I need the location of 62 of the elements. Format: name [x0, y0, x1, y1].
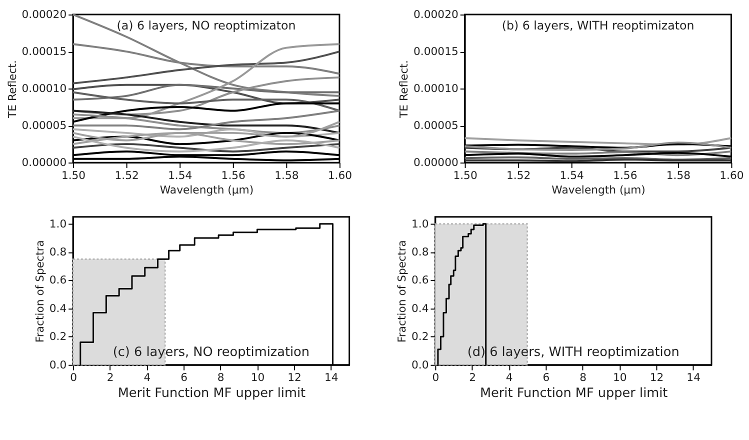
y-axis-title: TE Reflect.: [6, 60, 19, 119]
x-tick-label: 14: [686, 371, 701, 384]
x-tick-label: 6: [180, 371, 188, 384]
x-axis-title: Merit Function MF upper limit: [480, 386, 668, 401]
x-tick-label: 1.58: [666, 168, 691, 182]
y-tick-label: 0.2: [49, 330, 67, 344]
y-tick-label: 0.00005: [22, 119, 67, 132]
x-tick-label: 1.54: [168, 168, 192, 182]
x-tick-label: 12: [288, 371, 302, 384]
x-tick-label: 1.60: [328, 168, 352, 182]
annotation: (a) 6 layers, NO reoptimizaton: [116, 18, 296, 32]
x-tick-label: 1.50: [61, 168, 86, 182]
x-tick-label: 8: [580, 371, 587, 384]
annotation: (c) 6 layers, NO reoptimization: [112, 344, 310, 360]
y-tick-label: 0.00000: [414, 156, 458, 170]
y-tick-label: 0.00000: [22, 156, 67, 170]
y-tick-label: 0.00010: [414, 82, 458, 95]
x-tick-label: 8: [217, 371, 224, 384]
x-tick-label: 1.52: [506, 168, 531, 182]
x-tick-label: 1.52: [114, 168, 139, 182]
x-tick-label: 0: [432, 371, 440, 384]
x-axis-title: Wavelength (μm): [160, 184, 254, 197]
y-axis-title: TE Reflect.: [398, 60, 411, 119]
y-tick-label: 0.6: [49, 274, 67, 287]
x-tick-label: 1.56: [221, 168, 246, 182]
y-tick-label: 0.8: [412, 246, 429, 259]
y-tick-label: 0.4: [49, 302, 67, 315]
x-axis-title: Wavelength (μm): [552, 184, 646, 197]
y-tick-label: 0.0: [412, 358, 429, 372]
annotation: (d) 6 layers, WITH reoptimization: [467, 344, 680, 360]
x-tick-label: 12: [650, 371, 664, 384]
x-tick-label: 4: [144, 371, 151, 384]
x-tick-label: 2: [469, 371, 476, 384]
x-tick-label: 1.60: [720, 168, 744, 182]
x-tick-label: 0: [70, 371, 78, 384]
y-tick-label: 0.2: [412, 330, 429, 344]
y-tick-label: 0.00005: [414, 119, 458, 132]
y-tick-label: 0.6: [412, 274, 429, 287]
x-tick-label: 10: [612, 371, 627, 384]
y-tick-label: 0.00020: [22, 8, 67, 21]
x-tick-label: 10: [250, 371, 265, 384]
y-tick-label: 0.4: [412, 302, 429, 315]
x-tick-label: 1.50: [453, 168, 478, 182]
y-tick-label: 0.00010: [22, 82, 67, 95]
y-tick-label: 1.0: [412, 217, 429, 230]
x-tick-label: 1.54: [560, 168, 584, 182]
y-axis-title: Fraction of Spectra: [33, 240, 46, 343]
x-tick-label: 1.56: [613, 168, 638, 182]
x-tick-label: 4: [506, 371, 513, 384]
x-tick-label: 6: [542, 371, 550, 384]
annotation: (b) 6 layers, WITH reoptimizaton: [502, 18, 694, 32]
x-tick-label: 2: [106, 371, 114, 384]
y-tick-label: 0.00015: [414, 44, 458, 58]
y-tick-label: 0.00015: [22, 44, 67, 58]
x-tick-label: 1.58: [274, 168, 299, 182]
x-tick-label: 14: [324, 371, 338, 384]
y-tick-label: 0.8: [49, 246, 67, 259]
y-tick-label: 1.0: [49, 217, 67, 230]
y-tick-label: 0.00020: [414, 8, 458, 21]
y-tick-label: 0.0: [49, 358, 67, 372]
x-axis-title: Merit Function MF upper limit: [118, 386, 306, 401]
y-axis-title: Fraction of Spectra: [396, 240, 409, 343]
